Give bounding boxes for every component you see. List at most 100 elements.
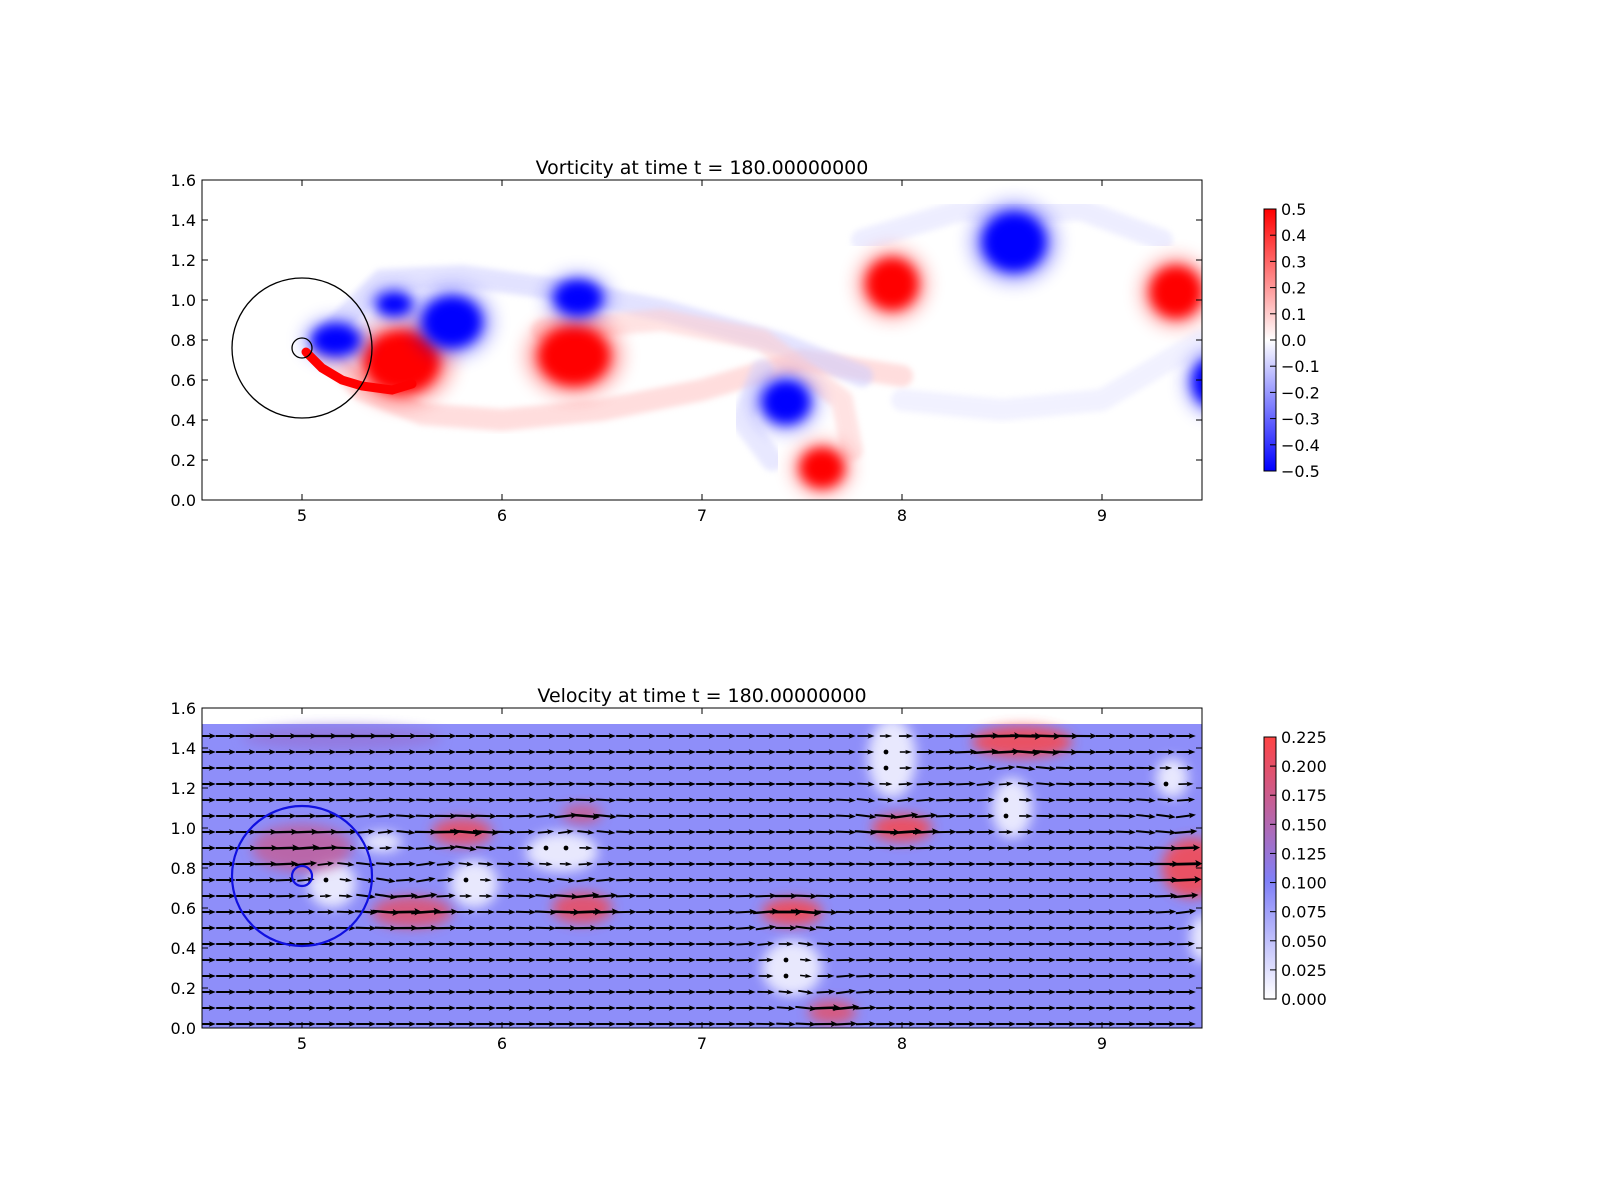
velocity-quiver-arrow-shape — [976, 1021, 996, 1027]
velocity-quiver-arrow — [855, 1004, 877, 1011]
velocity-quiver-arrow — [1036, 829, 1056, 835]
velocity-quiver-arrow-shape — [816, 861, 836, 867]
velocity-quiver-arrow-shape — [776, 797, 796, 803]
velocity-quiver-arrow — [496, 973, 516, 979]
velocity-quiver-arrow-shape — [676, 845, 696, 851]
velocity-quiver-arrow-shape — [516, 829, 536, 835]
velocity-quiver-arrow-shape — [976, 829, 996, 835]
velocity-quiver-arrow-shape — [794, 893, 818, 900]
velocity-quiver-arrow-shape — [1116, 973, 1136, 979]
velocity-quiver-arrow-shape — [517, 861, 535, 867]
velocity-quiver-arrow-shape — [397, 845, 415, 851]
velocity-quiver-arrow — [576, 765, 596, 771]
velocity-quiver-arrow-shape — [376, 765, 396, 771]
velocity-quiver-arrow-shape — [736, 845, 756, 851]
velocity-quiver-arrow — [857, 765, 875, 771]
velocity-quiver-arrow-shape — [836, 925, 856, 931]
velocity-quiver-arrow — [235, 829, 257, 835]
velocity-quiver-arrow — [1176, 1005, 1196, 1011]
velocity-quiver-arrow-shape — [656, 877, 676, 883]
velocity-quiver-arrow — [1036, 1021, 1056, 1027]
vorticity-title: Vorticity at time t = 180.00000000 — [536, 157, 869, 179]
velocity-quiver-arrow-shape — [1076, 893, 1096, 899]
velocity-quiver-arrow-shape — [1096, 1021, 1116, 1027]
velocity-quiver-arrow — [1076, 1021, 1096, 1027]
velocity-quiver-arrow — [276, 973, 296, 979]
velocity-quiver-arrow-shape — [1176, 973, 1196, 979]
velocity-quiver-arrow-shape — [1056, 861, 1076, 867]
velocity-quiver-arrow-shape — [676, 877, 696, 883]
velocity-quiver-arrow-shape — [553, 893, 579, 900]
velocity-quiver-arrow-shape — [1136, 797, 1156, 803]
velocity-quiver-arrow — [335, 813, 357, 819]
velocity-quiver-arrow — [798, 941, 814, 947]
velocity-quiver-arrow-shape — [496, 781, 516, 787]
velocity-quiver-arrow — [456, 765, 476, 771]
velocity-quiver-arrow-shape — [916, 893, 936, 899]
vorticity-ytick-label: 0.6 — [171, 371, 196, 390]
velocity-quiver-arrow-shape — [356, 765, 376, 771]
velocity-quiver-arrow — [1096, 861, 1116, 867]
velocity-quiver-arrow — [616, 733, 636, 739]
velocity-quiver-arrow — [915, 845, 937, 851]
velocity-quiver-arrow — [316, 941, 336, 947]
velocity-quiver-arrow — [1076, 941, 1096, 947]
velocity-quiver-arrow — [1116, 845, 1136, 851]
velocity-quiver-arrow — [996, 861, 1016, 867]
velocity-quiver-arrow — [295, 813, 317, 819]
velocity-quiver-arrow-shape — [1136, 1005, 1156, 1011]
velocity-quiver-arrow-shape — [816, 749, 836, 755]
velocity-quiver-arrow-shape — [296, 909, 316, 915]
vorticity-cbtick-label: 0.3 — [1281, 252, 1306, 271]
velocity-quiver-arrow — [555, 797, 577, 803]
velocity-quiver-arrow-shape — [436, 765, 456, 771]
velocity-quiver-arrow — [1136, 941, 1156, 947]
velocity-quiver-arrow-shape — [816, 813, 836, 819]
velocity-quiver-arrow-shape — [876, 925, 896, 931]
velocity-quiver-arrow — [855, 845, 876, 851]
velocity-quiver-arrow-shape — [776, 829, 796, 835]
velocity-quiver-arrow — [1155, 829, 1177, 836]
velocity-quiver-arrow-shape — [335, 845, 357, 852]
velocity-quiver-arrow — [516, 797, 536, 803]
velocity-quiver-arrow-shape — [1056, 925, 1076, 931]
velocity-quiver-arrow — [335, 749, 357, 755]
velocity-quiver-arrow — [676, 845, 696, 851]
velocity-quiver-arrow — [273, 828, 299, 836]
velocity-quiver-arrow — [476, 765, 496, 771]
velocity-quiver-arrow — [356, 781, 376, 787]
velocity-quiver-arrow — [976, 989, 996, 995]
velocity-quiver-arrow-shape — [394, 892, 418, 899]
velocity-quiver-arrow-shape — [596, 1021, 616, 1027]
velocity-quiver-arrow — [476, 1005, 496, 1011]
vorticity-xtick-label: 7 — [697, 506, 707, 525]
velocity-quiver-arrow-shape — [936, 925, 956, 931]
velocity-quiver-arrow — [296, 989, 316, 995]
velocity-quiver-arrow — [477, 909, 495, 915]
velocity-quiver-arrow-shape — [1096, 941, 1116, 947]
velocity-quiver-arrow — [775, 925, 797, 931]
velocity-quiver-arrow — [1116, 797, 1136, 803]
velocity-quiver-arrow — [576, 973, 596, 979]
velocity-quiver-arrow — [997, 845, 1015, 851]
velocity-quiver-arrow — [317, 909, 335, 915]
velocity-quiver-arrow-shape — [556, 877, 576, 883]
velocity-quiver-arrow-shape — [1056, 1021, 1076, 1027]
velocity-quiver-arrow-shape — [656, 957, 676, 963]
velocity-quiver-arrow — [776, 765, 796, 771]
velocity-quiver-arrow — [835, 909, 857, 915]
velocity-quiver-arrow — [716, 733, 736, 739]
velocity-quiver-arrow — [836, 957, 856, 963]
velocity-quiver-arrow — [1017, 781, 1035, 787]
velocity-quiver-arrow-shape — [476, 957, 496, 963]
velocity-quiver-arrow — [456, 941, 476, 947]
velocity-quiver-arrow — [1116, 973, 1136, 979]
velocity-quiver-arrow-shape — [1076, 973, 1096, 979]
velocity-quiver-arrow-shape — [595, 813, 617, 820]
velocity-quiver-arrow — [956, 829, 976, 835]
velocity-quiver-arrow-shape — [976, 1005, 996, 1011]
velocity-quiver-arrow — [1156, 925, 1176, 931]
velocity-quiver-arrow — [776, 845, 796, 851]
velocity-quiver-arrow — [676, 1021, 696, 1027]
